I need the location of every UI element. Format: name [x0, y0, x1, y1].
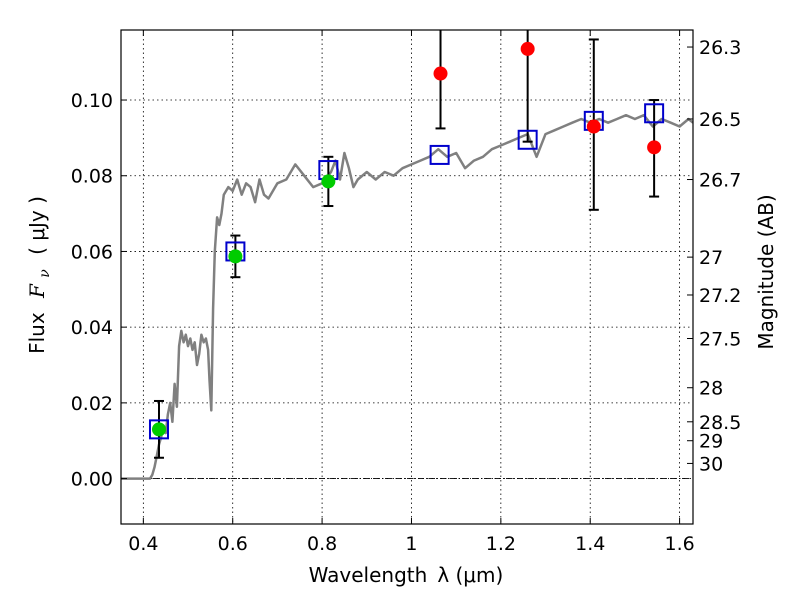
model-photometry-square [644, 103, 665, 124]
magnitude-tick-label: 26.3 [699, 37, 741, 59]
non-detection-point [586, 119, 601, 134]
y-tick-label: 0.02 [71, 393, 113, 415]
model-photometry-square [429, 144, 450, 165]
error-bar-layer [153, 30, 660, 459]
y-tick-label: 0.10 [71, 90, 113, 112]
detection-point [228, 249, 243, 264]
ticks [121, 30, 693, 524]
detection-point [151, 422, 166, 437]
magnitude-tick-label: 28 [699, 378, 723, 400]
magnitude-tick-label: 27.5 [699, 329, 741, 351]
x-tick-label: 0.4 [128, 533, 158, 555]
model-photometry-square [517, 129, 538, 150]
detection-point [321, 174, 336, 189]
y-tick-label: 0.00 [71, 469, 113, 491]
magnitude-tick-label: 26.5 [699, 109, 741, 131]
magnitude-tick-label: 30 [699, 453, 723, 475]
y-axis-label: Flux F ν ( μJy ) [25, 196, 54, 354]
magnitude-tick-label: 26.7 [699, 170, 741, 192]
non-detection-point [433, 66, 448, 81]
magnitude-tick-label: 27 [699, 247, 723, 269]
marker-layer [148, 41, 665, 440]
y-tick-label: 0.06 [71, 241, 113, 263]
grid [121, 30, 693, 524]
x-axis-label: Wavelength λ (μm) [309, 563, 504, 587]
non-detection-point [647, 140, 662, 155]
magnitude-tick-label: 28.5 [699, 412, 741, 434]
spectrum-layer [121, 113, 693, 480]
plot-frame [120, 29, 694, 525]
x-tick-label: 1.2 [486, 533, 516, 555]
model-photometry-square [148, 419, 169, 440]
y-tick-label: 0.08 [71, 166, 113, 188]
x-tick-label: 1.4 [575, 533, 605, 555]
non-detection-point [520, 41, 535, 56]
y2-axis-label: Magnitude (AB) [754, 194, 778, 349]
x-tick-label: 1 [405, 533, 417, 555]
model-spectrum-line [121, 113, 693, 480]
x-tick-labels: 0.4 0.6 0.8 1 1.2 1.4 1.6 [128, 533, 694, 555]
y-tick-labels: 0.00 0.02 0.04 0.06 0.08 0.10 [71, 90, 113, 491]
x-tick-label: 0.8 [307, 533, 337, 555]
x-tick-label: 0.6 [218, 533, 248, 555]
y-tick-label: 0.04 [71, 317, 113, 339]
x-tick-label: 1.6 [664, 533, 694, 555]
magnitude-tick-label: 29 [699, 431, 723, 453]
magnitude-tick-label: 27.2 [699, 285, 741, 307]
